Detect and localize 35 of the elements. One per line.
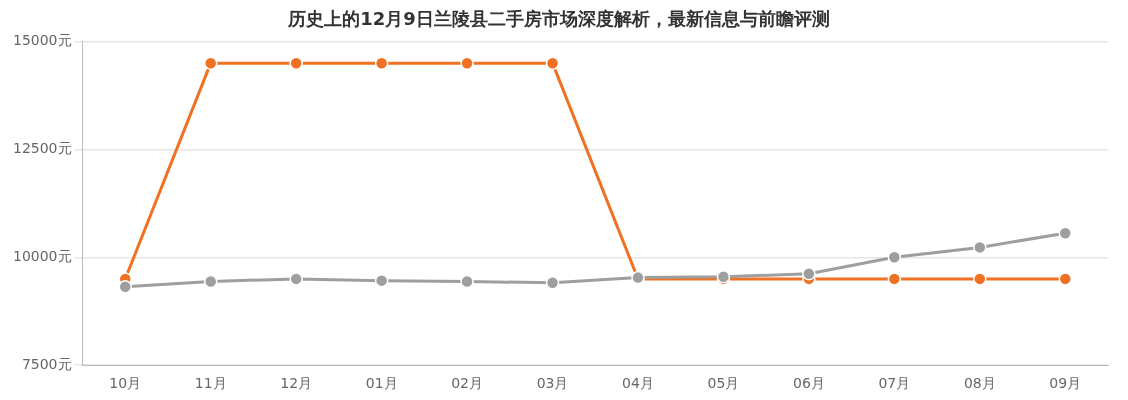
x-tick-label: 10月	[109, 375, 142, 392]
x-tick-label: 07月	[878, 375, 911, 392]
point	[374, 273, 389, 288]
y-tick-label: 7500元	[21, 355, 72, 372]
y-tick-label: 12500元	[12, 140, 72, 157]
y-tick-label: 15000元	[12, 32, 72, 49]
point	[203, 56, 218, 70]
point	[887, 272, 902, 286]
point	[802, 266, 816, 281]
point	[289, 272, 303, 286]
x-tick-label: 12月	[280, 375, 313, 392]
point	[374, 56, 389, 70]
x-tick-label: 04月	[622, 375, 654, 392]
point	[460, 56, 474, 70]
point	[203, 274, 218, 289]
y-tick-label: 10000元	[12, 247, 72, 264]
x-tick-label: 06月	[792, 375, 825, 392]
point	[545, 276, 560, 290]
point	[973, 240, 987, 255]
x-tick-label: 09月	[1049, 375, 1082, 392]
point	[1058, 226, 1073, 240]
chart-title: 历史上的12月9日兰陵县二手房市场深度解析，最新信息与前瞻评测	[287, 8, 830, 30]
x-tick-label: 05月	[707, 375, 740, 392]
x-tick-label: 08月	[963, 375, 996, 392]
point	[973, 272, 987, 286]
point	[887, 250, 902, 265]
x-tick-label: 02月	[451, 375, 483, 392]
x-tick-label: 03月	[536, 375, 569, 392]
x-tick-label: 01月	[365, 375, 398, 392]
point	[1058, 272, 1073, 286]
point	[545, 56, 560, 70]
point	[460, 274, 474, 289]
point	[118, 279, 133, 294]
point	[289, 56, 303, 70]
x-tick-label: 11月	[194, 375, 227, 392]
